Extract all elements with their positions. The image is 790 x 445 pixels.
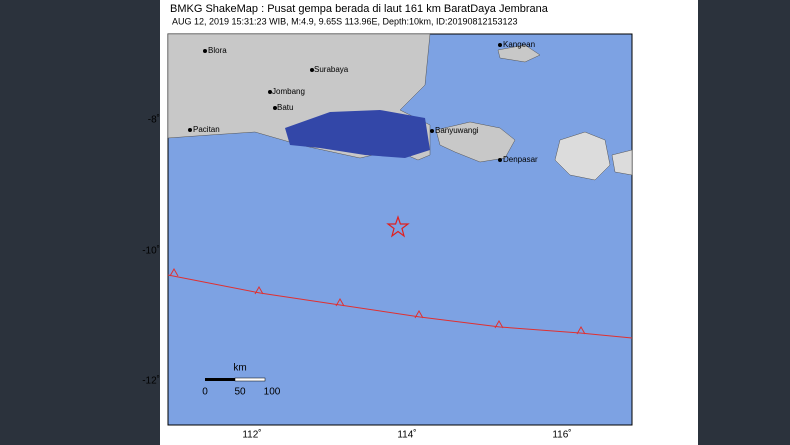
scale-bar: km 0 50 100 [202,363,281,398]
lon-label: 116˚ [552,429,571,441]
intensity-zone [285,110,430,158]
place-label: Blora [208,46,227,55]
scale-label: 50 [234,387,246,398]
epicenter [386,215,410,238]
scale-label: 0 [202,387,208,398]
place-label: Jombang [272,87,305,96]
place-dot [310,68,314,72]
map: Blora Surabaya Jombang Batu Pacitan Bany… [142,33,633,441]
lat-label: -12˚ [142,375,160,387]
place-dot [430,129,434,133]
lon-label: 114˚ [397,429,416,441]
title: BMKG ShakeMap : Pusat gempa berada di la… [170,3,549,15]
left-margin [0,0,160,445]
scale-unit: km [233,363,246,374]
right-margin [698,0,790,445]
place-label: Surabaya [314,65,349,74]
place-dot [273,106,277,110]
place-dot [188,128,192,132]
place-dot [268,90,272,94]
trench-markers [169,267,586,335]
subtitle: AUG 12, 2019 15:31:23 WIB, M:4.9, 9.65S … [172,16,518,26]
lat-label: -10˚ [142,245,160,257]
place-dot [203,49,207,53]
lombok [554,131,611,181]
place-label: Denpasar [503,155,538,164]
place-dot [498,43,502,47]
place-label: Kangean [503,40,535,49]
bali [435,121,516,163]
place-label: Pacitan [193,125,220,134]
place-label: Batu [277,103,293,112]
scale-label: 100 [264,387,281,398]
sumbawa [611,149,633,176]
lon-label: 112˚ [242,429,261,441]
place-label: Banyuwangi [435,126,479,135]
trench [167,274,633,339]
lat-label: -8˚ [148,114,160,126]
place-dot [498,158,502,162]
kangean-island [497,44,541,63]
